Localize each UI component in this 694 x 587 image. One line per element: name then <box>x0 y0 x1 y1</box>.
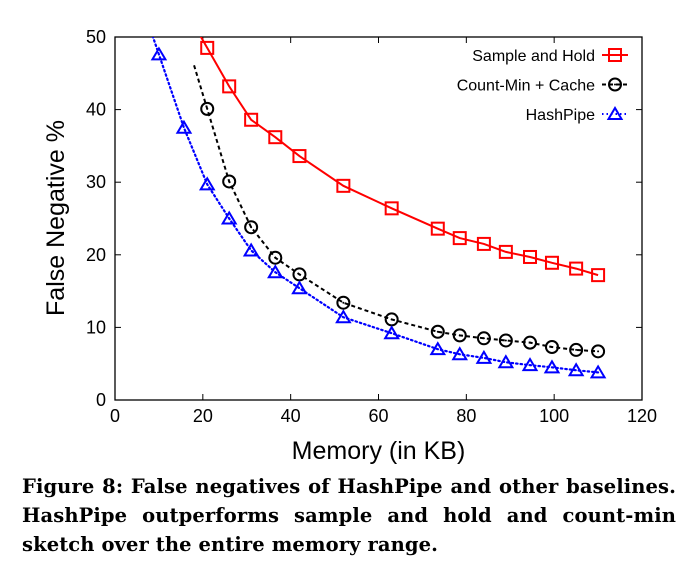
data-point-circle-dot <box>250 226 253 229</box>
data-point-triangle <box>150 46 168 61</box>
data-point-triangle <box>198 176 216 191</box>
data-point-triangle <box>291 280 308 295</box>
data-point-triangle <box>543 359 561 374</box>
legend-label-2: HashPipe <box>526 107 595 124</box>
y-axis-label: False Negative % <box>42 120 70 316</box>
data-point-square <box>591 268 606 283</box>
data-point-circle <box>569 342 584 357</box>
data-point-circle-dot <box>390 318 393 321</box>
data-point-triangle <box>497 354 515 369</box>
legend-marker-triangle <box>606 106 624 120</box>
x-tick-label: 0 <box>110 406 120 426</box>
legend-label-0: Sample and Hold <box>472 48 595 65</box>
data-point-circle-dot <box>298 273 301 276</box>
data-point-circle-dot <box>550 346 553 349</box>
data-point-circle-dot <box>274 256 277 259</box>
data-point-circle <box>476 331 491 346</box>
data-point-circle <box>430 324 445 339</box>
data-point-square <box>292 149 307 164</box>
x-tick-label: 60 <box>368 406 388 426</box>
data-point-circle-dot <box>228 180 231 183</box>
data-point-square <box>498 244 513 259</box>
data-point-triangle <box>383 325 400 340</box>
data-point-circle <box>498 333 513 348</box>
data-point-square <box>452 231 467 246</box>
data-point-square <box>244 112 259 127</box>
data-point-circle <box>222 174 237 189</box>
data-point-triangle <box>175 119 193 134</box>
legend-label-1: Count-Min + Cache <box>457 78 595 95</box>
data-point-triangle <box>567 362 585 377</box>
series-line-1 <box>193 65 599 353</box>
data-point-square <box>200 40 215 55</box>
data-point-square <box>268 130 283 145</box>
data-point-circle-dot <box>529 341 532 344</box>
data-point-circle <box>336 295 351 310</box>
data-point-circle <box>523 335 538 350</box>
data-point-square <box>336 178 351 193</box>
data-point-circle-dot <box>482 337 485 340</box>
data-point-square <box>384 201 399 216</box>
figure-caption: Figure 8: False negatives of HashPipe an… <box>22 475 676 556</box>
data-point-circle-dot <box>575 348 578 351</box>
data-point-square <box>476 236 491 251</box>
y-tick-label: 40 <box>86 100 106 120</box>
x-axis-label: Memory (in KB) <box>292 437 466 465</box>
legend-marker-square <box>608 48 622 62</box>
data-point-circle-dot <box>342 301 345 304</box>
data-point-circle <box>200 101 215 116</box>
series-line-0 <box>199 37 599 277</box>
line-chart: 0 20 40 60 80 100 120 0 10 20 30 40 50 Sample and Ho… <box>42 27 657 465</box>
data-point-triangle <box>589 364 607 379</box>
data-point-square <box>430 221 445 236</box>
x-tick-label: 20 <box>193 406 213 426</box>
y-tick-label: 30 <box>86 172 106 192</box>
y-tick-label: 20 <box>86 245 106 265</box>
axes: 0 20 40 60 80 100 120 0 10 20 30 40 50 <box>86 27 657 426</box>
data-point-square <box>569 261 584 276</box>
data-point-triangle <box>475 349 493 364</box>
data-point-circle-dot <box>206 107 209 110</box>
data-point-circle <box>544 340 559 355</box>
y-tick-label: 10 <box>86 317 106 337</box>
x-tick-label: 80 <box>456 406 476 426</box>
data-point-circle <box>244 220 259 235</box>
data-point-triangle <box>267 264 284 279</box>
x-tick-label: 100 <box>539 406 569 426</box>
data-point-triangle <box>451 346 468 361</box>
legend: Sample and Hold Count-Min + Cache HashPipe <box>457 48 628 124</box>
data-point-square <box>222 79 237 94</box>
data-point-circle-dot <box>504 339 507 342</box>
data-point-circle-dot <box>458 334 461 337</box>
data-point-triangle <box>521 357 539 372</box>
data-point-circle <box>591 344 606 359</box>
data-point-square <box>523 249 538 264</box>
data-point-triangle <box>335 309 352 324</box>
data-point-triangle <box>242 242 260 257</box>
x-tick-label: 120 <box>627 406 657 426</box>
data-point-circle-dot <box>597 350 600 353</box>
legend-marker-circle-dot <box>614 83 616 86</box>
data-point-triangle <box>220 210 238 225</box>
data-point-circle-dot <box>436 330 439 333</box>
data-point-circle <box>268 250 283 265</box>
markers-group <box>150 40 607 379</box>
y-tick-label: 50 <box>86 27 106 47</box>
y-tick-label: 0 <box>96 390 106 410</box>
legend-marker-circle <box>608 77 622 92</box>
x-tick-label: 40 <box>281 406 301 426</box>
data-point-square <box>544 255 559 270</box>
data-point-circle <box>452 328 467 343</box>
data-point-triangle <box>429 341 447 356</box>
